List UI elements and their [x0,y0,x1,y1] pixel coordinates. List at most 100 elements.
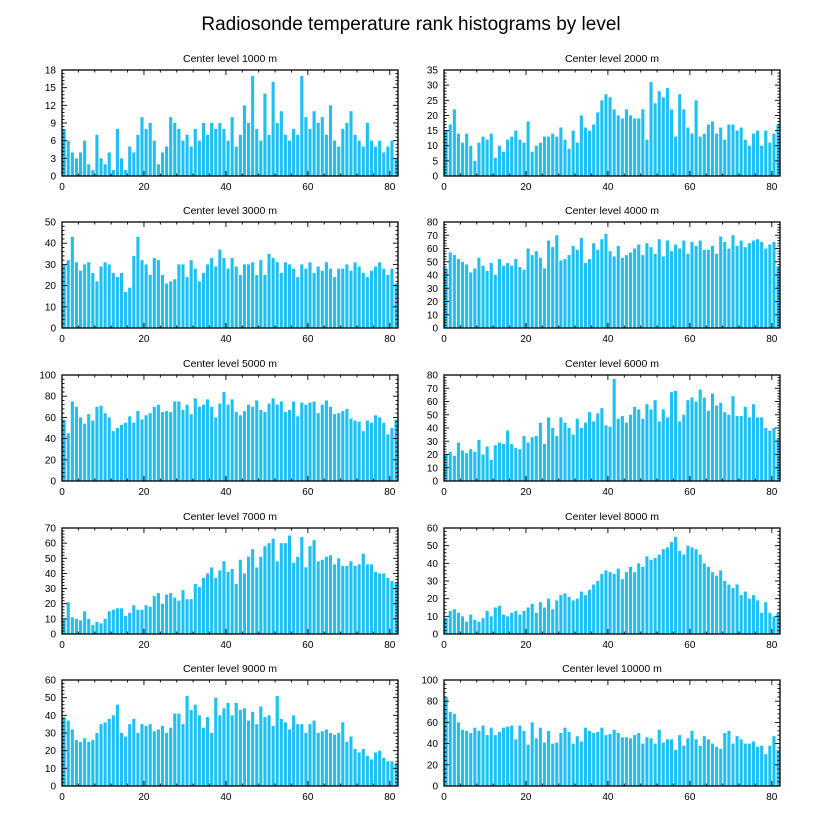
panel-title: Center level 8000 m [565,511,659,523]
x-tick-label: 60 [684,640,696,651]
bar [292,715,296,786]
bar [111,170,115,176]
x-tick-label: 40 [220,792,232,803]
x-tick-label: 40 [220,640,232,651]
bar [452,109,456,176]
bar [234,702,238,786]
bar [226,404,230,481]
y-tick-label: 5 [432,156,438,167]
bar [99,623,103,634]
bar [263,93,267,176]
y-tick-label: 0 [432,782,438,793]
bar [534,435,538,481]
bar [124,170,128,176]
bar [460,142,465,176]
bar [251,711,255,786]
bar [267,403,271,481]
bar [723,581,727,634]
bar [649,247,653,328]
bar [731,588,735,634]
bar [547,598,551,634]
bar [571,245,575,328]
bar [357,564,361,634]
bar [66,260,70,328]
bar [78,741,83,786]
bar [604,735,608,786]
bar [156,404,160,481]
y-tick-label: 30 [45,260,57,271]
bar [382,757,386,786]
bar [394,582,398,634]
bar [669,392,674,481]
bar [341,268,345,328]
bar [70,152,74,176]
bar [735,245,739,328]
bar [353,748,357,786]
bar [444,696,448,786]
bar [723,733,727,786]
bar [152,406,156,481]
bar [501,151,506,176]
bar [173,123,177,176]
bar [382,573,386,634]
bar [128,612,132,634]
bar [128,724,132,786]
bar [563,139,567,176]
bar [608,572,612,634]
bar [526,607,530,634]
bar [665,547,669,634]
y-tick-label: 25 [427,96,439,107]
bar [353,420,357,481]
bar [148,413,152,481]
x-tick-label: 60 [302,792,314,803]
x-tick-label: 20 [520,640,532,651]
bar [456,133,460,176]
bar [255,567,259,634]
bar [637,118,641,176]
bar [518,139,522,176]
bar [727,414,731,481]
bar [312,111,316,176]
bar [124,736,128,786]
bar [596,249,600,328]
bar [579,741,583,786]
bar [337,558,341,634]
bar [690,730,694,786]
bar [600,408,604,482]
bar [328,733,333,786]
bar [641,418,645,481]
bar [246,123,251,176]
bar [653,400,657,481]
bar [365,755,369,786]
bar [230,568,234,634]
bar [747,598,751,634]
bar [300,264,304,328]
bar [333,277,337,328]
bar [119,608,124,634]
bar [292,268,296,328]
bar [452,609,456,634]
y-tick-label: 80 [45,392,57,403]
bar [538,602,542,634]
bar [628,252,633,328]
bar [390,140,394,176]
bar [518,725,522,786]
bar [665,417,669,481]
panel-0: Center level 1000 m 0 20 40 60 80 0 3 6 9 12 15 18 [45,53,399,193]
bar [715,253,719,328]
bar [694,549,698,634]
panel-title: Center level 5000 m [183,358,277,370]
x-tick-label: 60 [684,487,696,498]
bar [534,612,538,634]
bar [218,249,222,328]
bar [624,422,628,481]
bar [485,735,489,786]
bar [78,417,83,481]
bar [555,600,559,634]
bar [255,400,259,481]
bar [633,572,637,634]
bar [690,133,694,176]
bar [715,575,719,634]
bar [501,443,506,481]
bar [477,439,481,481]
